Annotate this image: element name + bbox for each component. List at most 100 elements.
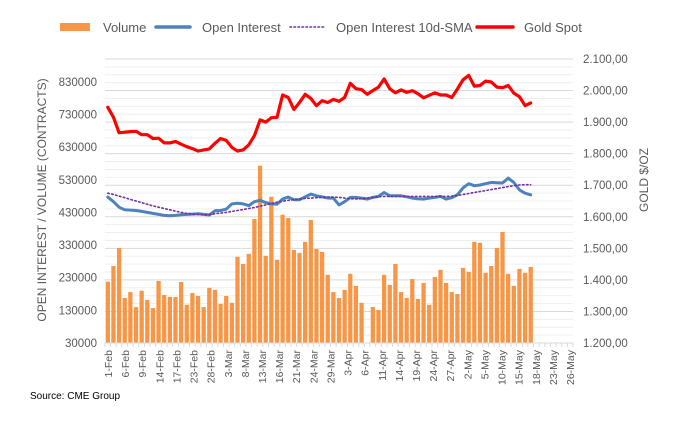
y-right-tick-label: 1.400,00 [583, 275, 628, 287]
open-interest-10d-sma-line [107, 183, 532, 216]
y-right-tick-label: 1.500,00 [583, 243, 628, 255]
y-left-tick-label: 730000 [59, 109, 97, 121]
volume-bar [319, 251, 325, 343]
volume-bar [128, 292, 133, 343]
volume-bar [156, 280, 161, 343]
volume-bar [387, 284, 392, 343]
volume-bar [376, 310, 381, 343]
volume-bar [167, 296, 172, 343]
volume-bar [274, 259, 280, 343]
x-tick-label: 10-May [497, 349, 509, 385]
y-left-tick-label: 30000 [65, 338, 97, 350]
volume-bar [415, 298, 421, 343]
volume-bar [224, 295, 229, 343]
volume-bar [303, 241, 308, 343]
volume-bar [178, 281, 184, 343]
y-left-tick-label: 130000 [59, 305, 97, 317]
volume-bar [348, 273, 353, 343]
volume-bar [111, 265, 116, 343]
volume-bar [489, 265, 494, 343]
volume-bars [105, 165, 533, 343]
x-tick-label: 11-Apr [377, 350, 389, 381]
volume-bar [229, 302, 235, 343]
legend-label: Volume [103, 20, 146, 35]
y-left-tick-label: 830000 [59, 77, 97, 89]
axes: 30000 130000 230000 330000 430000 530000 63000… [59, 54, 628, 385]
volume-bar [218, 303, 223, 343]
volume-bar [359, 302, 364, 343]
x-tick-label: 6-Feb [120, 350, 132, 378]
volume-bar [381, 274, 387, 343]
y-axis-right-title: GOLD $/OZ [637, 148, 651, 212]
x-tick-label: 1-Feb [103, 350, 115, 378]
x-tick-label: 27-Apr [445, 349, 457, 381]
y-right-tick-label: 1.200,00 [583, 338, 628, 350]
volume-bar [404, 297, 409, 343]
volume-bar [291, 249, 297, 343]
volume-bar [122, 297, 127, 343]
volume-bar [241, 264, 246, 343]
volume-bar [370, 307, 375, 343]
series-lines [106, 73, 533, 218]
volume-bar [314, 248, 319, 343]
x-tick-label: 14-Apr [394, 349, 406, 381]
volume-bar [145, 299, 150, 343]
volume-bar [105, 281, 110, 343]
volume-bar [190, 293, 195, 343]
x-tick-label: 14-Feb [154, 350, 166, 383]
volume-bar [325, 274, 330, 343]
gold-spot-line [106, 73, 533, 153]
volume-bar [449, 292, 454, 343]
x-tick-label: 26-May [565, 349, 577, 385]
x-tick-label: 28-Feb [206, 350, 218, 383]
y-left-tick-label: 230000 [59, 273, 97, 285]
volume-bar [212, 289, 218, 343]
volume-bar [286, 217, 291, 343]
volume-bar [500, 232, 505, 343]
volume-bar [353, 285, 359, 343]
volume-bar [393, 264, 398, 343]
source-note: Source: CME Group [30, 391, 121, 402]
legend-label: Open Interest 10d-SMA [336, 20, 473, 35]
legend-swatch-volume [60, 23, 90, 31]
volume-bar [506, 273, 511, 343]
volume-bar [280, 214, 285, 343]
y-left-tick-label: 530000 [59, 175, 97, 187]
legend-label: Gold Spot [524, 20, 582, 35]
legend: Volume Open Interest Open Interest 10d-SMA… [60, 20, 582, 35]
open-interest-line [106, 176, 533, 218]
volume-bar [342, 289, 347, 343]
x-tick-label: 23-May [548, 349, 560, 385]
volume-bar [207, 287, 212, 343]
volume-bar [195, 295, 201, 343]
y-left-tick-label: 430000 [59, 207, 97, 219]
y-right-tick-label: 1.300,00 [583, 306, 628, 318]
x-tick-label: 3-Apr [343, 350, 355, 376]
volume-bar [494, 248, 500, 343]
volume-bar [116, 248, 122, 343]
volume-bar [421, 282, 426, 343]
x-tick-label: 19-Apr [411, 349, 423, 381]
legend-label: Open Interest [202, 20, 281, 35]
x-tick-label: 13-Mar [257, 350, 269, 384]
y-right-tick-label: 2.000,00 [583, 86, 628, 98]
x-tick-label: 16-Mar [274, 350, 286, 384]
volume-bar [269, 196, 274, 343]
volume-bar [410, 279, 415, 343]
volume-bar [184, 304, 189, 343]
volume-bar [528, 266, 533, 343]
x-tick-label: 15-May [514, 349, 526, 385]
volume-bar [522, 272, 528, 343]
x-tick-label: 24-Mar [308, 350, 320, 384]
y-right-tick-label: 2.100,00 [583, 54, 628, 66]
y-left-tick-label: 330000 [59, 240, 97, 252]
volume-bar [246, 253, 251, 343]
volume-bar [455, 294, 460, 343]
volume-bar [336, 297, 342, 343]
volume-bar [517, 268, 522, 343]
x-tick-label: 23-Feb [189, 350, 201, 383]
volume-bar [201, 307, 206, 343]
x-tick-label: 17-Feb [171, 350, 183, 383]
volume-bar [427, 304, 432, 343]
